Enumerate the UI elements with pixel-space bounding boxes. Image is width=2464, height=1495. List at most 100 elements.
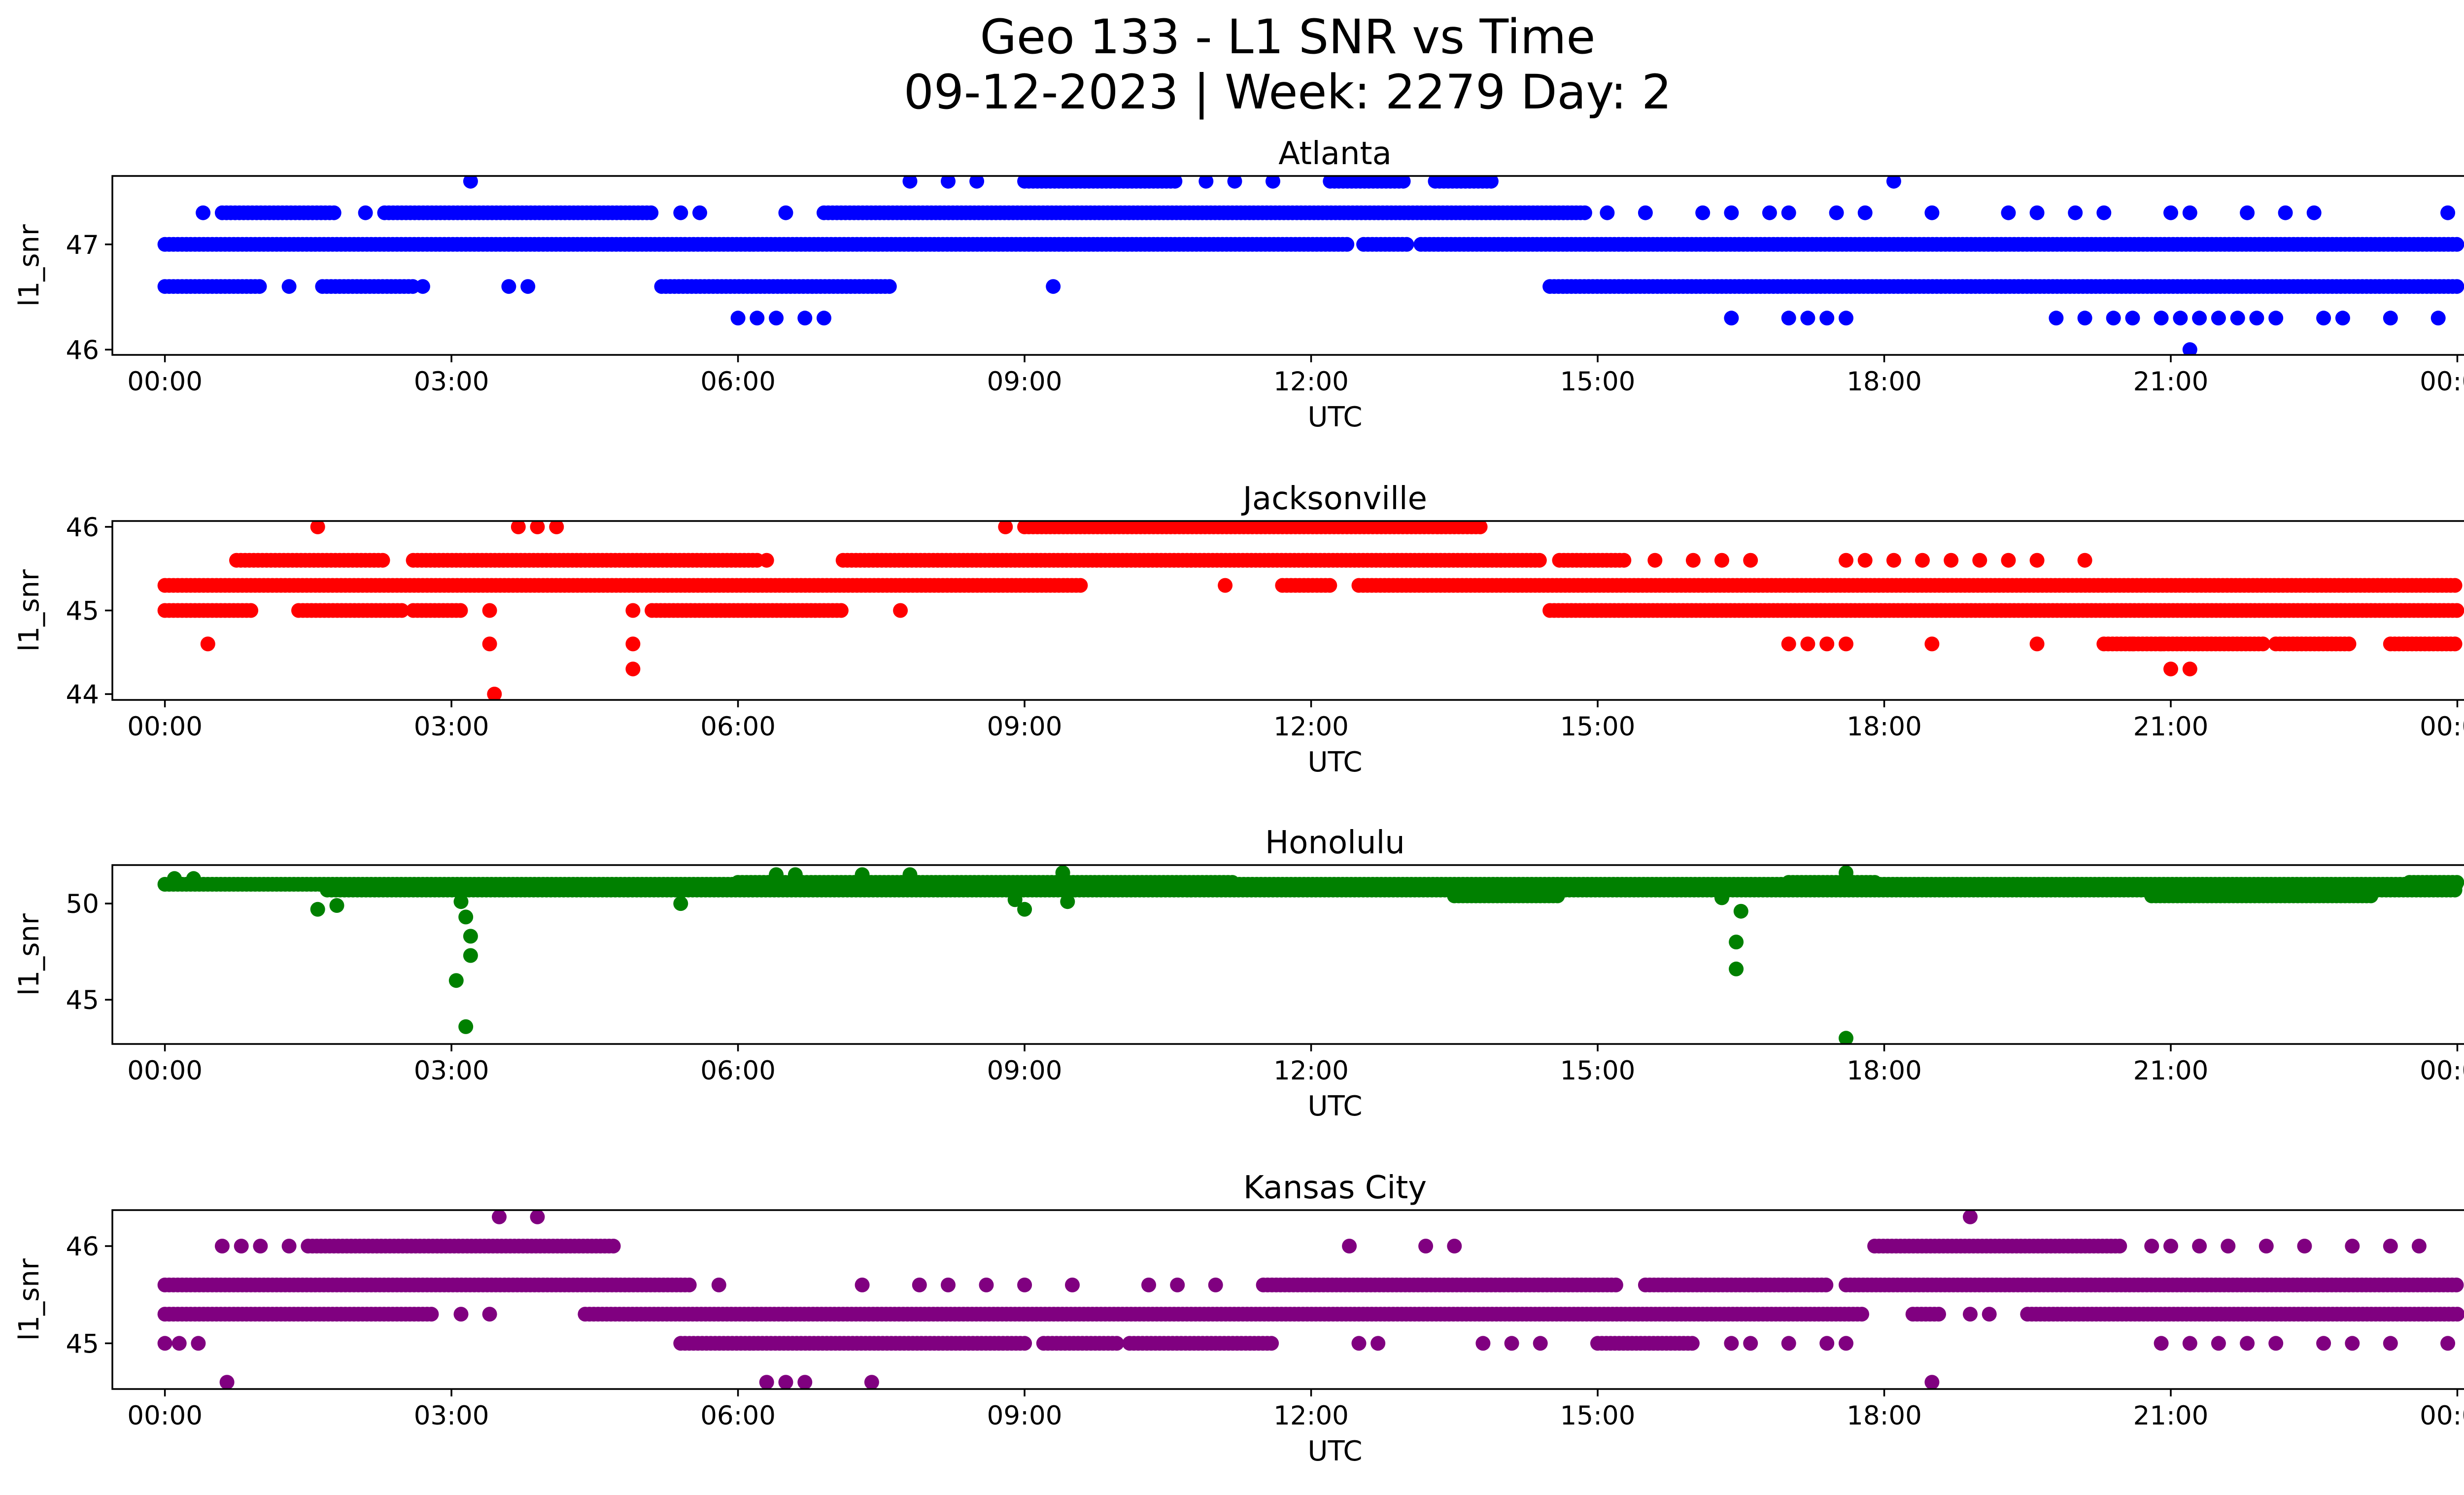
data-point — [1857, 553, 1873, 568]
data-point — [969, 176, 985, 189]
data-point — [1729, 961, 1744, 976]
data-point — [2154, 311, 2169, 326]
data-point — [1839, 553, 1853, 568]
data-point — [1839, 1031, 1853, 1044]
data-point — [200, 636, 215, 652]
data-point — [855, 867, 870, 882]
x-tick-label: 00:00 — [2420, 712, 2464, 742]
data-point — [2068, 205, 2083, 220]
data-point — [1264, 1336, 1279, 1351]
data-point — [326, 205, 342, 220]
x-tick-label: 09:00 — [987, 712, 1062, 742]
figure-title-line-2: 09-12-2023 | Week: 2279 Day: 2 — [904, 65, 1672, 120]
data-point — [415, 279, 430, 294]
data-point — [1743, 553, 1758, 568]
data-point — [520, 279, 536, 294]
data-point — [375, 553, 390, 568]
data-point — [1167, 176, 1183, 189]
data-point — [1714, 553, 1729, 568]
x-tick-label: 18:00 — [1847, 712, 1922, 742]
data-point — [941, 176, 956, 189]
data-point — [252, 279, 267, 294]
data-point — [482, 603, 497, 618]
data-point — [453, 894, 469, 909]
data-point — [1857, 205, 1873, 220]
y-axis-label: l1_snr — [13, 913, 45, 996]
y-tick-label: 45 — [66, 596, 99, 626]
data-point — [750, 311, 765, 326]
data-point — [1046, 279, 1061, 294]
data-point — [458, 909, 474, 925]
data-point — [1781, 636, 1796, 652]
x-tick-label: 06:00 — [700, 367, 776, 397]
data-point — [1638, 205, 1653, 220]
data-point — [394, 603, 410, 618]
data-point — [2154, 636, 2169, 652]
data-point — [1339, 237, 1355, 252]
data-point — [797, 311, 813, 326]
data-point — [2230, 311, 2245, 326]
data-point — [1550, 888, 1565, 904]
data-point — [769, 867, 784, 882]
data-point — [2383, 311, 2398, 326]
x-tick-label: 00:00 — [127, 367, 203, 397]
subplot-title: Kansas City — [1243, 1170, 1427, 1206]
x-tick-label: 18:00 — [1847, 367, 1922, 397]
data-point — [625, 661, 641, 677]
data-point — [644, 205, 659, 220]
subplot-title: Atlanta — [1278, 136, 1392, 172]
data-point — [1483, 176, 1499, 189]
data-point — [1060, 894, 1075, 909]
data-point — [1007, 892, 1023, 907]
data-point — [998, 521, 1013, 534]
x-axis-label: UTC — [1307, 1090, 1362, 1122]
data-point — [1924, 636, 1940, 652]
data-point — [167, 871, 182, 886]
data-point — [1972, 553, 1987, 568]
data-point — [2096, 205, 2112, 220]
data-point — [2440, 205, 2456, 220]
x-axis-label: UTC — [1307, 746, 1362, 778]
x-tick-label: 06:00 — [700, 712, 776, 742]
data-point — [1608, 1277, 1623, 1292]
data-point — [2211, 311, 2226, 326]
data-point — [1729, 935, 1744, 950]
data-point — [1886, 176, 1901, 189]
x-tick-label: 00:00 — [127, 1056, 203, 1086]
data-point — [2240, 205, 2255, 220]
data-points — [157, 865, 2464, 1044]
data-point — [787, 867, 803, 882]
data-point — [2106, 311, 2121, 326]
data-point — [1819, 636, 1835, 652]
data-point — [893, 603, 908, 618]
data-point — [1227, 176, 1242, 189]
data-point — [453, 603, 468, 618]
data-point — [511, 521, 526, 534]
data-point — [1218, 578, 1233, 593]
data-point — [1854, 1307, 1869, 1322]
data-point — [1839, 311, 1853, 326]
data-point — [463, 176, 478, 189]
data-point — [1819, 311, 1835, 326]
y-axis-label: l1_snr — [13, 224, 45, 307]
x-tick-label: 03:00 — [414, 712, 489, 742]
data-point — [1017, 902, 1032, 917]
data-point — [902, 867, 918, 882]
data-point — [2049, 311, 2064, 326]
x-tick-label: 00:00 — [127, 712, 203, 742]
data-point — [1867, 875, 1882, 890]
data-point — [2447, 578, 2463, 593]
data-point — [2341, 636, 2357, 652]
y-tick-label: 45 — [66, 985, 99, 1015]
data-point — [281, 279, 297, 294]
data-point — [833, 603, 849, 618]
data-point — [2029, 636, 2045, 652]
data-point — [448, 973, 464, 988]
data-point — [463, 948, 478, 963]
data-point — [1931, 1307, 1946, 1322]
data-point — [358, 205, 373, 220]
x-tick-label: 18:00 — [1847, 1056, 1922, 1086]
data-point — [2182, 661, 2197, 677]
data-point — [2001, 553, 2016, 568]
data-point — [1198, 176, 1214, 189]
